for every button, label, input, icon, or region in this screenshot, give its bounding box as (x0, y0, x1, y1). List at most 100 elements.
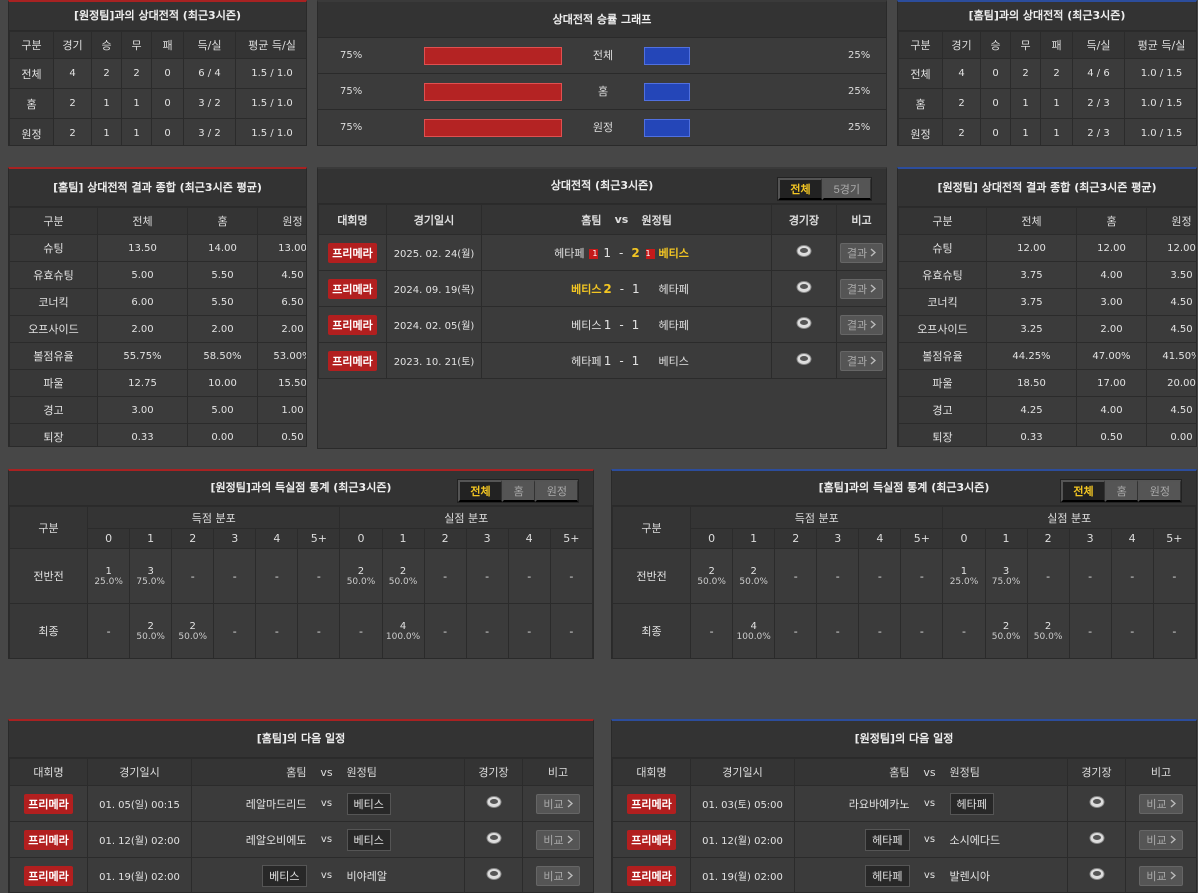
compare-button[interactable]: 비교 (536, 794, 579, 814)
result-button[interactable]: 결과 (840, 279, 883, 299)
empty-cell: - (1153, 604, 1195, 659)
compare-button[interactable]: 비교 (536, 866, 579, 886)
league-badge: 프리메라 (24, 866, 72, 886)
stadium-icon (486, 795, 502, 809)
button-cell: 결과 (837, 271, 887, 307)
panel-title: [원정팀] 상대전적 결과 종합 (최근3시즌 평균) (938, 181, 1157, 194)
table-cell: 12.00 (987, 235, 1077, 262)
stadium-cell (1068, 786, 1126, 822)
home-cell: 레알마드리드 (192, 786, 307, 822)
goal-percent: 50.0% (986, 632, 1027, 642)
home-score: 1 (604, 354, 612, 368)
result-button[interactable]: 결과 (840, 351, 883, 371)
home-team: 레알오비에도 (246, 834, 307, 847)
goal-count: 2 (691, 566, 732, 577)
row-label: 홈 (899, 89, 943, 119)
header-cell: 경기일시 (88, 759, 192, 786)
away-cell: 발렌시아 (950, 858, 1068, 893)
home-team: 베티스 (262, 865, 306, 887)
compare-button[interactable]: 비교 (536, 830, 579, 850)
away-bar (644, 47, 690, 65)
empty-cell: - (1153, 549, 1195, 604)
table-cell: 4 (943, 59, 981, 89)
empty-cell: - (1027, 549, 1069, 604)
league-cell: 프리메라 (613, 858, 691, 893)
away-team: 비야레알 (347, 870, 387, 883)
home-cell: 베티스 (482, 307, 602, 343)
table-cell: 1 (1011, 89, 1041, 119)
score-separator: - (619, 354, 623, 368)
header-cell: 대회명 (10, 759, 88, 786)
table-cell: 18.50 (987, 370, 1077, 397)
result-button[interactable]: 결과 (840, 243, 883, 263)
stadium-cell (772, 235, 837, 271)
home-score: 2 (603, 282, 611, 296)
tab[interactable]: 전체 (458, 480, 501, 502)
result-button[interactable]: 결과 (840, 315, 883, 335)
compare-button[interactable]: 비교 (1139, 866, 1182, 886)
league-badge: 프리메라 (328, 279, 376, 299)
chevron (568, 836, 572, 843)
stadium-cell (1068, 858, 1126, 893)
tab[interactable]: 홈 (1105, 480, 1138, 502)
empty-cell: - (256, 549, 298, 604)
stadium-icon (1089, 831, 1105, 845)
compare-button[interactable]: 비교 (1139, 794, 1182, 814)
goal-count: 3 (130, 566, 171, 577)
table-cell: 5.00 (98, 262, 188, 289)
header-cell: 홈팀 (482, 205, 602, 235)
row-label: 코너킥 (10, 289, 98, 316)
tab[interactable]: 전체 (778, 178, 821, 200)
compare-button[interactable]: 비교 (1139, 830, 1182, 850)
vs-label: vs (910, 858, 950, 893)
home-cell: 베티스 (192, 858, 307, 893)
away-team: 베티스 (659, 355, 689, 368)
away-rate: 25% (848, 110, 870, 146)
header-cell: 구분 (899, 32, 943, 59)
table-cell: 2 (1041, 59, 1073, 89)
header-cell: 득/실 (184, 32, 236, 59)
button-cell: 비교 (523, 822, 594, 858)
tab[interactable]: 전체 (1061, 480, 1104, 502)
tab[interactable]: 원정 (535, 480, 578, 502)
match-date: 01. 19(월) 02:00 (691, 858, 795, 893)
stadium-icon (796, 352, 812, 366)
panel-header: 상대전적 승률 그래프 (318, 2, 886, 38)
header-cell: 원정 (1147, 208, 1198, 235)
table-cell: 6 / 4 (184, 59, 236, 89)
table-cell: 4.00 (1077, 262, 1147, 289)
table-cell: 15.50 (258, 370, 308, 397)
table-cell: 2 (54, 119, 92, 147)
empty-cell: - (550, 549, 592, 604)
tab[interactable]: 홈 (502, 480, 535, 502)
tab[interactable]: 원정 (1138, 480, 1181, 502)
home-cell: 헤타페 (795, 858, 910, 893)
home-team: 베티스 (571, 319, 601, 332)
table-cell: 13.00 (258, 235, 308, 262)
button-label: 결과 (847, 245, 867, 261)
column-header: 4 (256, 529, 298, 549)
league-cell: 프리메라 (319, 307, 387, 343)
table-cell: 58.50% (188, 343, 258, 370)
row-label: 경고 (899, 397, 987, 424)
table-cell: 1.00 (258, 397, 308, 424)
away-bar (644, 119, 690, 137)
panel-header: [홈팀]의 다음 일정 (9, 721, 593, 758)
header-cell: 원정 (258, 208, 308, 235)
tab[interactable]: 5경기 (822, 178, 871, 200)
empty-cell: - (466, 604, 508, 659)
column-header: 4 (508, 529, 550, 549)
